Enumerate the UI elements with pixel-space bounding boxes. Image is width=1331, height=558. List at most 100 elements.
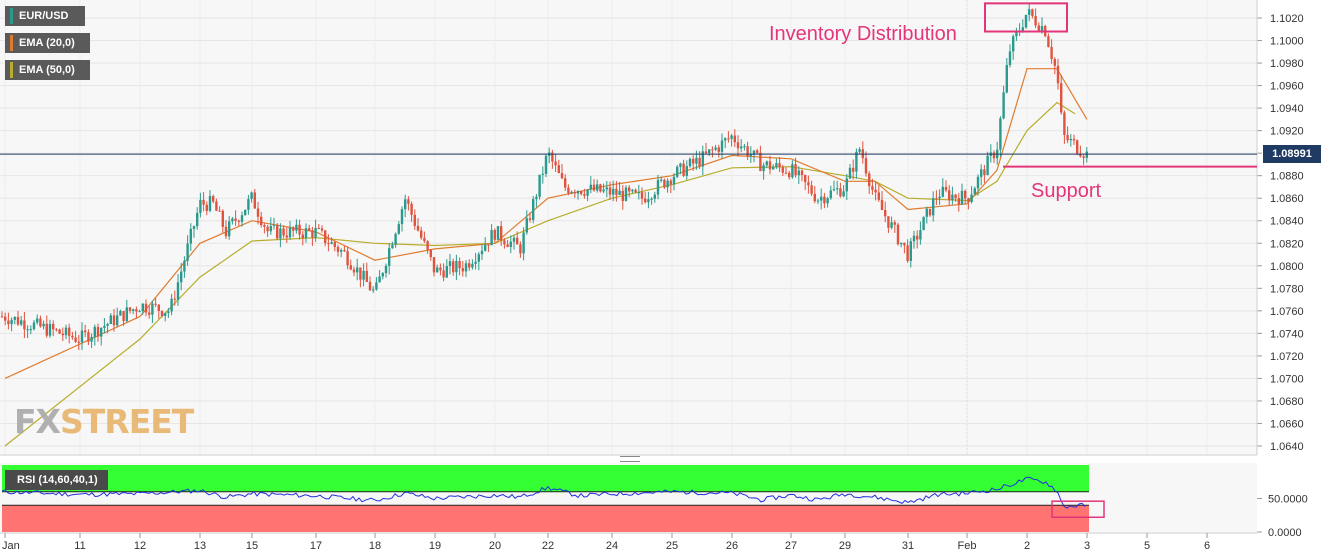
candle-down (266, 226, 269, 232)
candle-up (138, 311, 141, 313)
candle-up (522, 232, 525, 254)
candle-down (948, 190, 951, 201)
candle-up (231, 218, 234, 222)
x-tick-label: 19 (429, 540, 441, 552)
candle-down (1037, 25, 1040, 32)
candle-up (775, 163, 778, 167)
candle-down (864, 158, 868, 174)
x-tick-label: 20 (489, 540, 501, 552)
candle-down (893, 222, 896, 225)
candle-down (615, 188, 618, 196)
candle-down (573, 191, 576, 194)
candle-down (442, 270, 445, 278)
candle-down (698, 157, 701, 167)
legend-pair-label: EUR/USD (19, 10, 69, 22)
candle-down (359, 267, 362, 280)
candle-up (749, 154, 752, 157)
candle-down (336, 246, 340, 252)
candle-down (292, 227, 295, 231)
x-tick-label: 12 (134, 540, 146, 552)
candle-up (269, 225, 272, 232)
candle-up (720, 140, 724, 152)
panel-resize-handle[interactable] (620, 456, 640, 462)
candle-down (218, 210, 221, 212)
candle-up (762, 165, 765, 172)
legend-ema20: EMA (20,0) (5, 33, 90, 53)
candle-up (672, 176, 676, 185)
candle-down (733, 135, 736, 143)
y-tick-label: 1.0660 (1270, 418, 1304, 430)
candle-up (701, 151, 704, 167)
candle-down (4, 316, 7, 321)
y-tick-label: 1.0960 (1270, 81, 1304, 93)
candle-up (106, 323, 109, 326)
candle-down (784, 172, 788, 174)
candle-down (957, 198, 960, 205)
candle-down (493, 230, 496, 240)
candle-down (458, 261, 461, 269)
candle-down (144, 303, 148, 313)
candle-down (768, 161, 772, 170)
candle-up (119, 311, 122, 316)
candle-up (656, 179, 660, 195)
candle-up (378, 276, 381, 283)
candle-down (282, 228, 285, 236)
candle-down (788, 172, 791, 178)
candle-up (612, 188, 615, 195)
candle-down (58, 329, 61, 334)
candle-up (340, 250, 343, 252)
legend-ema20-label: EMA (20,0) (19, 37, 75, 49)
candle-up (624, 187, 628, 201)
candle-down (16, 316, 20, 325)
candle-up (496, 226, 500, 240)
candle-up (1040, 26, 1044, 32)
rsi-tick-label: 50.0000 (1268, 494, 1308, 506)
candle-up (384, 265, 388, 274)
x-tick-label: 18 (369, 540, 381, 552)
candle-up (64, 327, 68, 336)
y-tick-label: 1.0940 (1270, 103, 1304, 115)
candle-up (836, 188, 839, 190)
candle-up (1028, 9, 1031, 15)
candle-up (400, 209, 404, 225)
candle-up (695, 157, 698, 164)
candle-up (32, 322, 36, 330)
candle-up (141, 303, 144, 312)
candle-down (346, 251, 349, 266)
candle-down (39, 318, 42, 327)
candle-up (240, 215, 244, 222)
candle-down (237, 220, 240, 222)
candle-down (298, 224, 301, 235)
candle-up (743, 146, 746, 148)
ema50-swatch (10, 62, 13, 78)
candle-down (1072, 138, 1076, 141)
candle-up (464, 263, 468, 272)
y-tick-label: 1.0720 (1270, 351, 1304, 363)
candle-up (180, 271, 183, 283)
candle-down (583, 194, 586, 196)
candle-down (663, 179, 666, 188)
candle-down (439, 267, 442, 271)
candle-up (708, 149, 711, 153)
candle-up (314, 227, 317, 238)
candle-up (922, 216, 925, 231)
candle-down (903, 242, 906, 246)
candle-up (167, 311, 170, 314)
x-tick-label: 3 (1084, 540, 1090, 552)
candle-down (1056, 65, 1060, 84)
candle-down (45, 323, 48, 336)
x-tick-label: Feb (958, 540, 977, 552)
candle-up (544, 155, 548, 174)
candle-down (423, 237, 426, 242)
candle-up (666, 180, 669, 188)
candle-up (973, 188, 976, 195)
candle-up (484, 244, 487, 251)
candle-up (855, 151, 858, 172)
candle-down (580, 191, 583, 195)
y-tick-label: 1.1020 (1270, 13, 1304, 25)
plot-area (0, 0, 1257, 455)
candle-up (900, 242, 903, 245)
candle-down (212, 196, 215, 202)
candle-up (765, 161, 768, 166)
candle-up (448, 261, 452, 267)
